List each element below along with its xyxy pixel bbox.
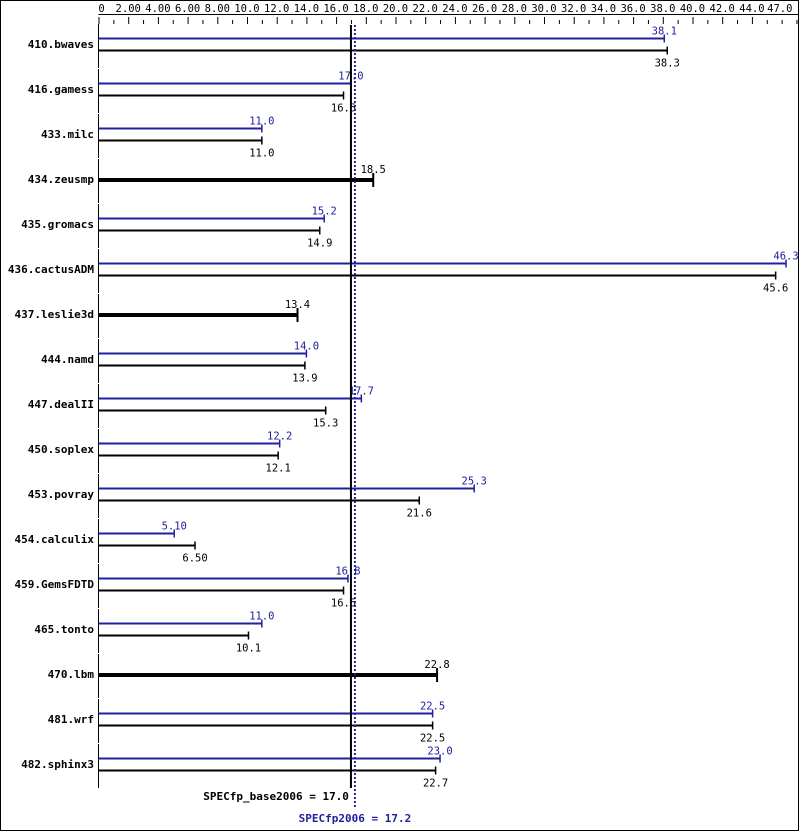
- bar-peak-label: 25.3: [462, 476, 487, 488]
- bar-base-peak: [98, 313, 298, 317]
- bar-base-label: 6.50: [182, 553, 207, 565]
- bar-base-label: 13.9: [292, 373, 317, 385]
- x-tick-label: 6.00: [175, 3, 200, 15]
- x-tick-label: 47.0: [767, 3, 792, 15]
- base-mean-label: SPECfp_base2006 = 17.0: [203, 790, 349, 803]
- x-tick-label: 38.0: [650, 3, 675, 15]
- x-tick-label: 30.0: [531, 3, 556, 15]
- category-label: 435.gromacs: [21, 218, 94, 231]
- bar-base-label: 10.1: [236, 643, 261, 655]
- category-label: 465.tonto: [34, 623, 94, 636]
- category-label: 470.lbm: [48, 668, 95, 681]
- bar-peak-label: 22.5: [420, 701, 445, 713]
- bar-value-label: 18.5: [361, 164, 386, 176]
- x-tick-label: 8.00: [205, 3, 230, 15]
- bar-base-label: 15.3: [313, 418, 338, 430]
- bar-peak-label: 11.0: [249, 116, 274, 128]
- bar-peak-label: 16.8: [335, 566, 360, 578]
- bar-base-label: 45.6: [763, 283, 788, 295]
- x-tick-label: 18.0: [353, 3, 378, 15]
- category-label: 437.leslie3d: [15, 308, 94, 321]
- category-label: 444.namd: [41, 353, 94, 366]
- x-tick-label: 40.0: [680, 3, 705, 15]
- bar-base-label: 21.6: [407, 508, 432, 520]
- x-tick-label: 34.0: [591, 3, 616, 15]
- x-tick-label: 44.0: [739, 3, 764, 15]
- category-label: 433.milc: [41, 128, 94, 141]
- bar-base-label: 14.9: [307, 238, 332, 250]
- bar-base-label: 12.1: [266, 463, 291, 475]
- x-tick-label: 26.0: [472, 3, 497, 15]
- x-tick-label: 12.0: [264, 3, 289, 15]
- bar-peak-label: 38.1: [652, 26, 677, 38]
- bar-base-label: 22.5: [420, 733, 445, 745]
- bar-base-peak: [98, 178, 374, 182]
- bar-base-label: 38.3: [655, 58, 680, 70]
- x-tick-label: 2.00: [116, 3, 141, 15]
- x-tick-label: 16.0: [323, 3, 348, 15]
- bar-base-label: 16.5: [331, 103, 356, 115]
- bar-peak-label: 14.0: [294, 341, 319, 353]
- bar-peak-label: 5.10: [162, 521, 187, 533]
- bar-peak-label: 12.2: [267, 431, 292, 443]
- x-tick-label: 4.00: [145, 3, 170, 15]
- category-label: 459.GemsFDTD: [15, 578, 95, 591]
- bar-peak-label: 23.0: [427, 746, 452, 758]
- bar-value-label: 22.8: [424, 659, 449, 671]
- peak-mean-label: SPECfp2006 = 17.2: [299, 812, 412, 825]
- x-tick-label: 32.0: [561, 3, 586, 15]
- x-tick-label: 10.0: [234, 3, 259, 15]
- category-label: 410.bwaves: [28, 38, 94, 51]
- bar-value-label: 13.4: [285, 299, 310, 311]
- x-tick-label: 22.0: [413, 3, 438, 15]
- category-label: 447.dealII: [28, 398, 94, 411]
- category-label: 436.cactusADM: [8, 263, 94, 276]
- category-label: 450.soplex: [28, 443, 95, 456]
- x-tick-label: 14.0: [294, 3, 319, 15]
- bar-peak-label: 11.0: [249, 611, 274, 623]
- bar-peak-label: 17.7: [349, 386, 374, 398]
- category-label: 434.zeusmp: [28, 173, 95, 186]
- category-label: 481.wrf: [48, 713, 94, 726]
- category-label: 454.calculix: [15, 533, 95, 546]
- bar-base-label: 11.0: [249, 148, 274, 160]
- category-label: 416.gamess: [28, 83, 94, 96]
- category-label: 482.sphinx3: [21, 758, 94, 771]
- bar-base-label: 16.5: [331, 598, 356, 610]
- x-tick-label: 36.0: [620, 3, 645, 15]
- x-tick-label: 20.0: [383, 3, 408, 15]
- bar-peak-label: 46.3: [773, 251, 798, 263]
- bar-base-peak: [98, 673, 438, 677]
- bar-base-label: 22.7: [423, 778, 448, 790]
- category-label: 453.povray: [28, 488, 95, 501]
- x-tick-label: 24.0: [442, 3, 467, 15]
- x-tick-label: 42.0: [710, 3, 735, 15]
- bar-peak-label: 15.2: [312, 206, 337, 218]
- x-tick-label: 0: [98, 3, 104, 15]
- x-tick-label: 28.0: [502, 3, 527, 15]
